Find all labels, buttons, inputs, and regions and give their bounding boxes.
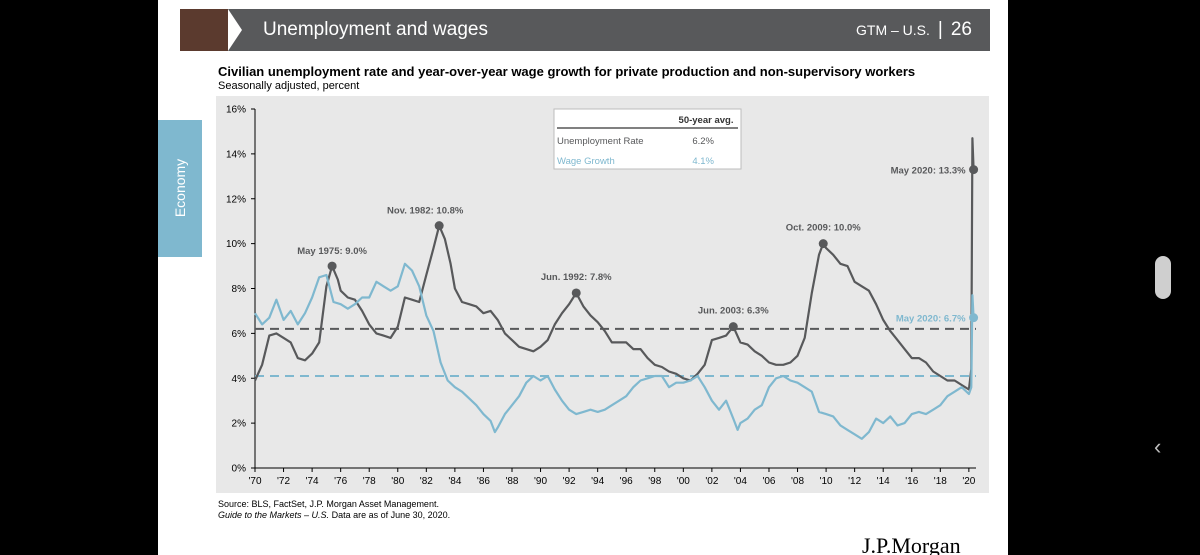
annotation-marker [818,239,828,249]
x-tick-label: '90 [534,476,547,487]
x-tick-label: '70 [248,476,261,487]
x-tick-label: '76 [334,476,347,487]
y-tick-label: 8% [232,284,247,295]
series-line [254,262,975,440]
date-note-text: Data are as of June 30, 2020. [329,510,451,520]
chart-subtitle: Seasonally adjusted, percent [218,80,360,92]
y-tick-label: 14% [226,149,246,160]
average-table [553,108,742,170]
x-tick-label: '74 [306,476,319,487]
guide-label: GTM – U.S. [856,22,930,38]
x-tick-label: '08 [791,476,804,487]
annotation-label: May 1975: 9.0% [297,246,367,257]
annotation-label: Nov. 1982: 10.8% [387,206,464,217]
page-number: 26 [950,19,972,40]
y-tick-label: 10% [226,239,246,250]
x-tick-label: '14 [877,476,890,487]
annotation-label: May 2020: 13.3% [891,166,967,177]
guide-note: Guide to the Markets – U.S. [218,510,330,520]
annotation-label: Jun. 1992: 7.8% [541,272,612,283]
annotation-label: Oct. 2009: 10.0% [786,223,862,234]
x-tick-label: '86 [477,476,490,487]
header-guide: GTM – U.S. | 26 [856,19,972,41]
annotation-marker [969,165,979,175]
x-tick-label: '96 [620,476,633,487]
scroll-handle[interactable] [1155,256,1171,299]
jpmorgan-logo: J.P.Morgan [862,533,961,555]
x-tick-label: '02 [705,476,718,487]
x-tick-label: '06 [762,476,775,487]
average-table-label: Wage Growth [557,156,615,167]
x-tick-label: '82 [420,476,433,487]
date-note: Guide to the Markets – U.S. Data are as … [218,510,450,520]
slide: Unemployment and wages GTM – U.S. | 26 Eco… [158,0,1008,555]
annotation-label: Jun. 2003: 6.3% [698,306,769,317]
annotation-marker [571,288,581,298]
x-tick-label: '18 [934,476,947,487]
chevron-left-icon[interactable]: ‹ [1154,434,1162,459]
x-tick-label: '78 [363,476,376,487]
side-tab: Economy [158,120,202,257]
header-bar [223,9,990,51]
x-tick-label: '00 [677,476,690,487]
y-tick-label: 2% [232,419,247,430]
source-note: Source: BLS, FactSet, J.P. Morgan Asset … [218,499,439,509]
y-tick-label: 12% [226,194,246,205]
annotation-label: May 2020: 6.7% [896,314,966,325]
page-title: Unemployment and wages [263,19,488,40]
header-separator: | [937,19,943,40]
annotation-marker [728,322,738,332]
annotation-marker [969,313,979,323]
chart-title: Civilian unemployment rate and year-over… [218,64,916,79]
x-tick-label: '20 [962,476,975,487]
y-tick-label: 16% [226,105,246,116]
header-chevron-icon [228,9,242,51]
x-tick-label: '04 [734,476,747,487]
x-tick-label: '12 [848,476,861,487]
average-table-header: 50-year avg. [679,115,734,126]
x-tick-label: '10 [820,476,833,487]
x-tick-label: '94 [591,476,604,487]
annotation-marker [434,221,444,231]
x-tick-label: '16 [905,476,918,487]
x-tick-label: '72 [277,476,290,487]
x-tick-label: '92 [563,476,576,487]
average-table-value: 4.1% [692,156,714,167]
y-tick-label: 4% [232,374,247,385]
y-tick-label: 0% [232,464,247,475]
series-line [253,137,975,391]
x-tick-label: '84 [448,476,461,487]
x-tick-label: '88 [505,476,518,487]
chart: 0% 2% 4% 6% 8% 10% 12% 14% 16% '70 '72 '74 '76 '78 '80… [226,105,979,487]
average-table-value: 6.2% [692,136,714,147]
annotation-marker [327,261,337,271]
y-tick-label: 6% [232,329,247,340]
average-table-label: Unemployment Rate [557,136,644,147]
x-tick-label: '80 [391,476,404,487]
x-tick-label: '98 [648,476,661,487]
header-accent [180,9,228,51]
